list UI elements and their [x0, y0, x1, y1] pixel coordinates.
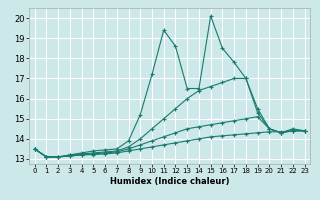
X-axis label: Humidex (Indice chaleur): Humidex (Indice chaleur): [110, 177, 229, 186]
